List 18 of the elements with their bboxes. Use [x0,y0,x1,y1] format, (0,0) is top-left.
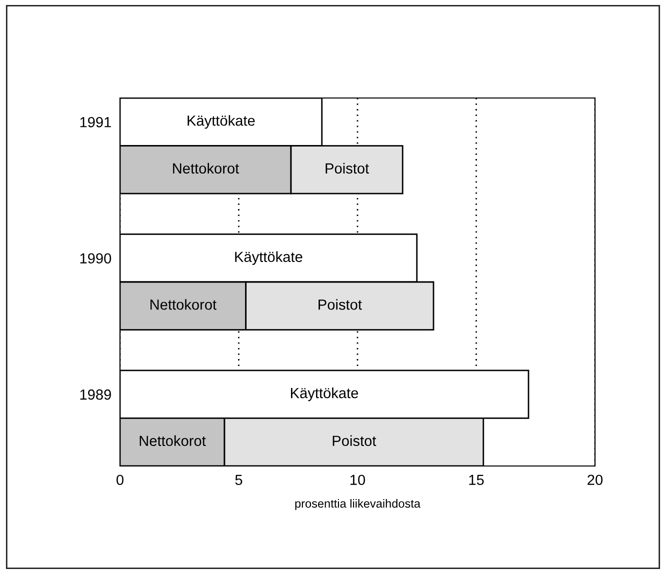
text: Nettokorot [173,162,240,174]
y-tick-label: 1991 [80,116,111,128]
x-tick-label: 20 [588,474,603,486]
x-tick-label: 10 [350,474,366,486]
y-tick-label: 1990 [80,253,112,264]
text: Käyttökate [235,251,302,265]
text: Käyttökate [290,388,358,402]
text: Poistot [318,299,362,310]
x-tick-label: 0 [116,474,124,486]
series-label: Poistot [332,435,376,446]
text: Nettokorot [150,299,216,310]
x-tick-label: 5 [235,474,242,486]
x-axis-title: prosenttia liikevaihdosta [295,499,421,510]
series-label: Käyttökate [188,115,255,129]
text: Poistot [326,162,369,174]
x-tick-label: 15 [469,474,484,486]
y-tick-label: 1989 [80,389,111,400]
series-label: Nettokorot [140,435,206,446]
